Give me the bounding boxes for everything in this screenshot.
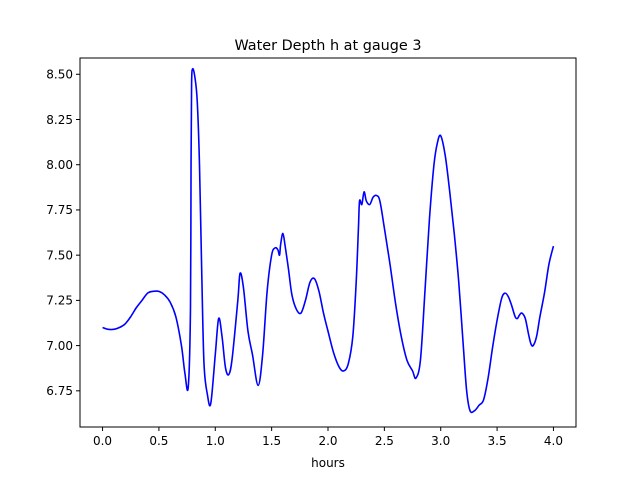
y-tick-label: 8.25 bbox=[46, 113, 73, 127]
x-axis-ticks: 0.0 0.5 1.0 1.5 2.0 2.5 3.0 3.5 4.0 bbox=[93, 427, 563, 448]
x-tick-label: 0.5 bbox=[149, 434, 168, 448]
x-tick-label: 4.0 bbox=[544, 434, 563, 448]
y-tick-label: 7.00 bbox=[46, 339, 73, 353]
y-tick-label: 7.25 bbox=[46, 294, 73, 308]
x-tick-label: 0.0 bbox=[93, 434, 112, 448]
x-tick-label: 3.0 bbox=[431, 434, 450, 448]
y-tick-label: 8.50 bbox=[46, 68, 73, 82]
series-line bbox=[102, 67, 555, 414]
x-tick-label: 1.0 bbox=[206, 434, 225, 448]
y-tick-label: 8.00 bbox=[46, 158, 73, 172]
x-axis-label: hours bbox=[311, 456, 345, 470]
x-tick-label: 1.5 bbox=[262, 434, 281, 448]
y-axis-ticks: 6.75 7.00 7.25 7.50 7.75 8.00 8.25 8.50 bbox=[46, 68, 80, 398]
y-tick-label: 6.75 bbox=[46, 384, 73, 398]
x-tick-label: 2.0 bbox=[318, 434, 337, 448]
x-tick-label: 2.5 bbox=[375, 434, 394, 448]
chart-title: Water Depth h at gauge 3 bbox=[234, 38, 421, 54]
x-tick-label: 3.5 bbox=[488, 434, 507, 448]
y-tick-label: 7.75 bbox=[46, 203, 73, 217]
y-tick-label: 7.50 bbox=[46, 248, 73, 262]
